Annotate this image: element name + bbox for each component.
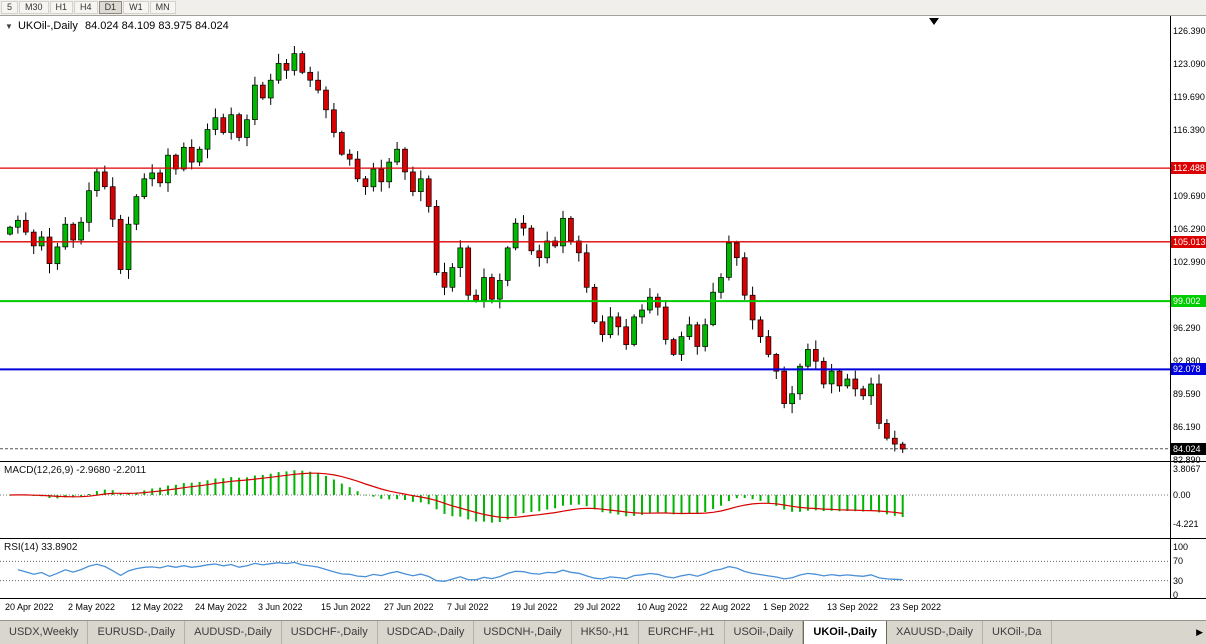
- price-level-badge: 112.488: [1171, 162, 1206, 174]
- timeframe-button-W1[interactable]: W1: [123, 1, 149, 14]
- date-axis-label: 2 May 2022: [68, 602, 116, 612]
- chart-tab-xauusd-daily[interactable]: XAUUSD-,Daily: [887, 621, 984, 644]
- panel-separator[interactable]: [0, 538, 1206, 539]
- timeframe-button-H4[interactable]: H4: [74, 1, 98, 14]
- price-axis-label: 123.090: [1173, 59, 1206, 69]
- price-level-badge: 92.078: [1171, 363, 1206, 375]
- rsi-axis-label: 70: [1173, 556, 1184, 566]
- date-axis-label: 1 Sep 2022: [763, 602, 810, 612]
- rsi-axis-label: 100: [1173, 542, 1189, 552]
- date-axis-label: 29 Jul 2022: [574, 602, 621, 612]
- rsi-indicator-label: RSI(14) 33.8902: [4, 542, 77, 553]
- chart-tab-usdchf-daily[interactable]: USDCHF-,Daily: [282, 621, 378, 644]
- rsi-name: RSI(14): [4, 542, 39, 553]
- panel-separator[interactable]: [0, 461, 1206, 462]
- timeframe-button-M30[interactable]: M30: [19, 1, 49, 14]
- price-axis-label: 82.890: [1173, 455, 1201, 465]
- macd-axis-label: 3.8067: [1173, 464, 1201, 474]
- price-axis-label: 116.390: [1173, 125, 1205, 135]
- date-axis-label: 19 Jul 2022: [511, 602, 558, 612]
- price-axis-separator: [1170, 16, 1171, 599]
- chart-tab-audusd-daily[interactable]: AUDUSD-,Daily: [185, 621, 282, 644]
- price-axis-label: 96.290: [1173, 323, 1201, 333]
- price-axis-label: 92.890: [1173, 356, 1201, 366]
- chart-tab-eurusd-daily[interactable]: EURUSD-,Daily: [88, 621, 186, 644]
- macd-axis-label: 0.00: [1173, 490, 1191, 500]
- macd-axis-label: -4.221: [1173, 519, 1199, 529]
- rsi-axis-label: 0: [1173, 590, 1179, 600]
- chart-tab-usdcnh-daily[interactable]: USDCNH-,Daily: [474, 621, 572, 644]
- date-axis-label: 13 Sep 2022: [827, 602, 879, 612]
- rsi-value: 33.8902: [41, 542, 78, 553]
- date-axis-label: 7 Jul 2022: [447, 602, 489, 612]
- price-axis-label: 126.390: [1173, 26, 1206, 36]
- date-axis-label: 15 Jun 2022: [321, 602, 371, 612]
- rsi-axis-label: 30: [1173, 576, 1184, 586]
- price-axis-label: 86.190: [1173, 422, 1201, 432]
- chart-tab-bar: USDX,Weekly EURUSD-,Daily AUDUSD-,Daily USD…: [0, 620, 1206, 644]
- date-axis-label: 24 May 2022: [195, 602, 248, 612]
- price-axis-label: 106.290: [1173, 224, 1206, 234]
- price-axis-label: 109.690: [1173, 191, 1206, 201]
- macd-indicator-label: MACD(12,26,9) -2.9680 -2.2011: [4, 465, 146, 476]
- price-level-badge: 99.002: [1171, 295, 1206, 307]
- chart-ohlc-values: 84.024 84.109 83.975 84.024: [84, 20, 229, 32]
- chart-symbol-period: UKOil-,Daily: [17, 20, 78, 32]
- panel-separator: [0, 598, 1206, 599]
- timeframe-toolbar: 5 M30 H1 H4 D1 W1 MN: [0, 0, 1206, 16]
- date-axis-label: 27 Jun 2022: [384, 602, 434, 612]
- chart-title: ▼ UKOil-,Daily 84.024 84.109 83.975 84.0…: [5, 20, 229, 32]
- rsi-indicator-chart[interactable]: [0, 540, 1170, 598]
- timeframe-button-H1[interactable]: H1: [49, 1, 74, 14]
- current-price-badge: 84.024: [1171, 443, 1206, 455]
- date-axis-label: 10 Aug 2022: [637, 602, 688, 612]
- date-axis-label: 22 Aug 2022: [700, 602, 751, 612]
- macd-main-value: -2.9680: [76, 465, 111, 476]
- date-axis-label: 3 Jun 2022: [258, 602, 303, 612]
- macd-name: MACD(12,26,9): [4, 465, 74, 476]
- main-price-chart[interactable]: [0, 16, 1170, 461]
- chart-shift-marker-icon[interactable]: [929, 18, 939, 25]
- date-axis-label: 20 Apr 2022: [5, 602, 54, 612]
- chart-tab-hk50-h1[interactable]: HK50-,H1: [572, 621, 639, 644]
- date-axis-label: 12 May 2022: [131, 602, 184, 612]
- macd-indicator-chart[interactable]: [0, 463, 1170, 538]
- macd-signal-value: -2.2011: [112, 465, 147, 476]
- timeframe-button-5[interactable]: 5: [1, 1, 19, 14]
- tab-scroll-right-icon[interactable]: ▶: [1196, 627, 1203, 637]
- price-axis-label: 89.590: [1173, 389, 1201, 399]
- price-level-badge: 105.013: [1171, 236, 1206, 248]
- chart-tab-usoil-daily[interactable]: USOil-,Daily: [725, 621, 804, 644]
- timeframe-button-MN[interactable]: MN: [149, 1, 176, 14]
- price-axis-label: 119.690: [1173, 92, 1205, 102]
- timeframe-button-D1[interactable]: D1: [98, 1, 123, 14]
- date-axis-label: 23 Sep 2022: [890, 602, 942, 612]
- chart-tab-eurchf-h1[interactable]: EURCHF-,H1: [639, 621, 725, 644]
- chart-tab-ukoil-daily[interactable]: UKOil-,Daily: [803, 621, 887, 644]
- price-axis-label: 102.990: [1173, 257, 1206, 267]
- chart-tab-usdx-weekly[interactable]: USDX,Weekly: [0, 621, 89, 644]
- chart-tab-usdcad-daily[interactable]: USDCAD-,Daily: [378, 621, 475, 644]
- chart-symbol-dropdown-icon: ▼: [5, 22, 13, 31]
- chart-tab-ukoil-da[interactable]: UKOil-,Da: [983, 621, 1052, 644]
